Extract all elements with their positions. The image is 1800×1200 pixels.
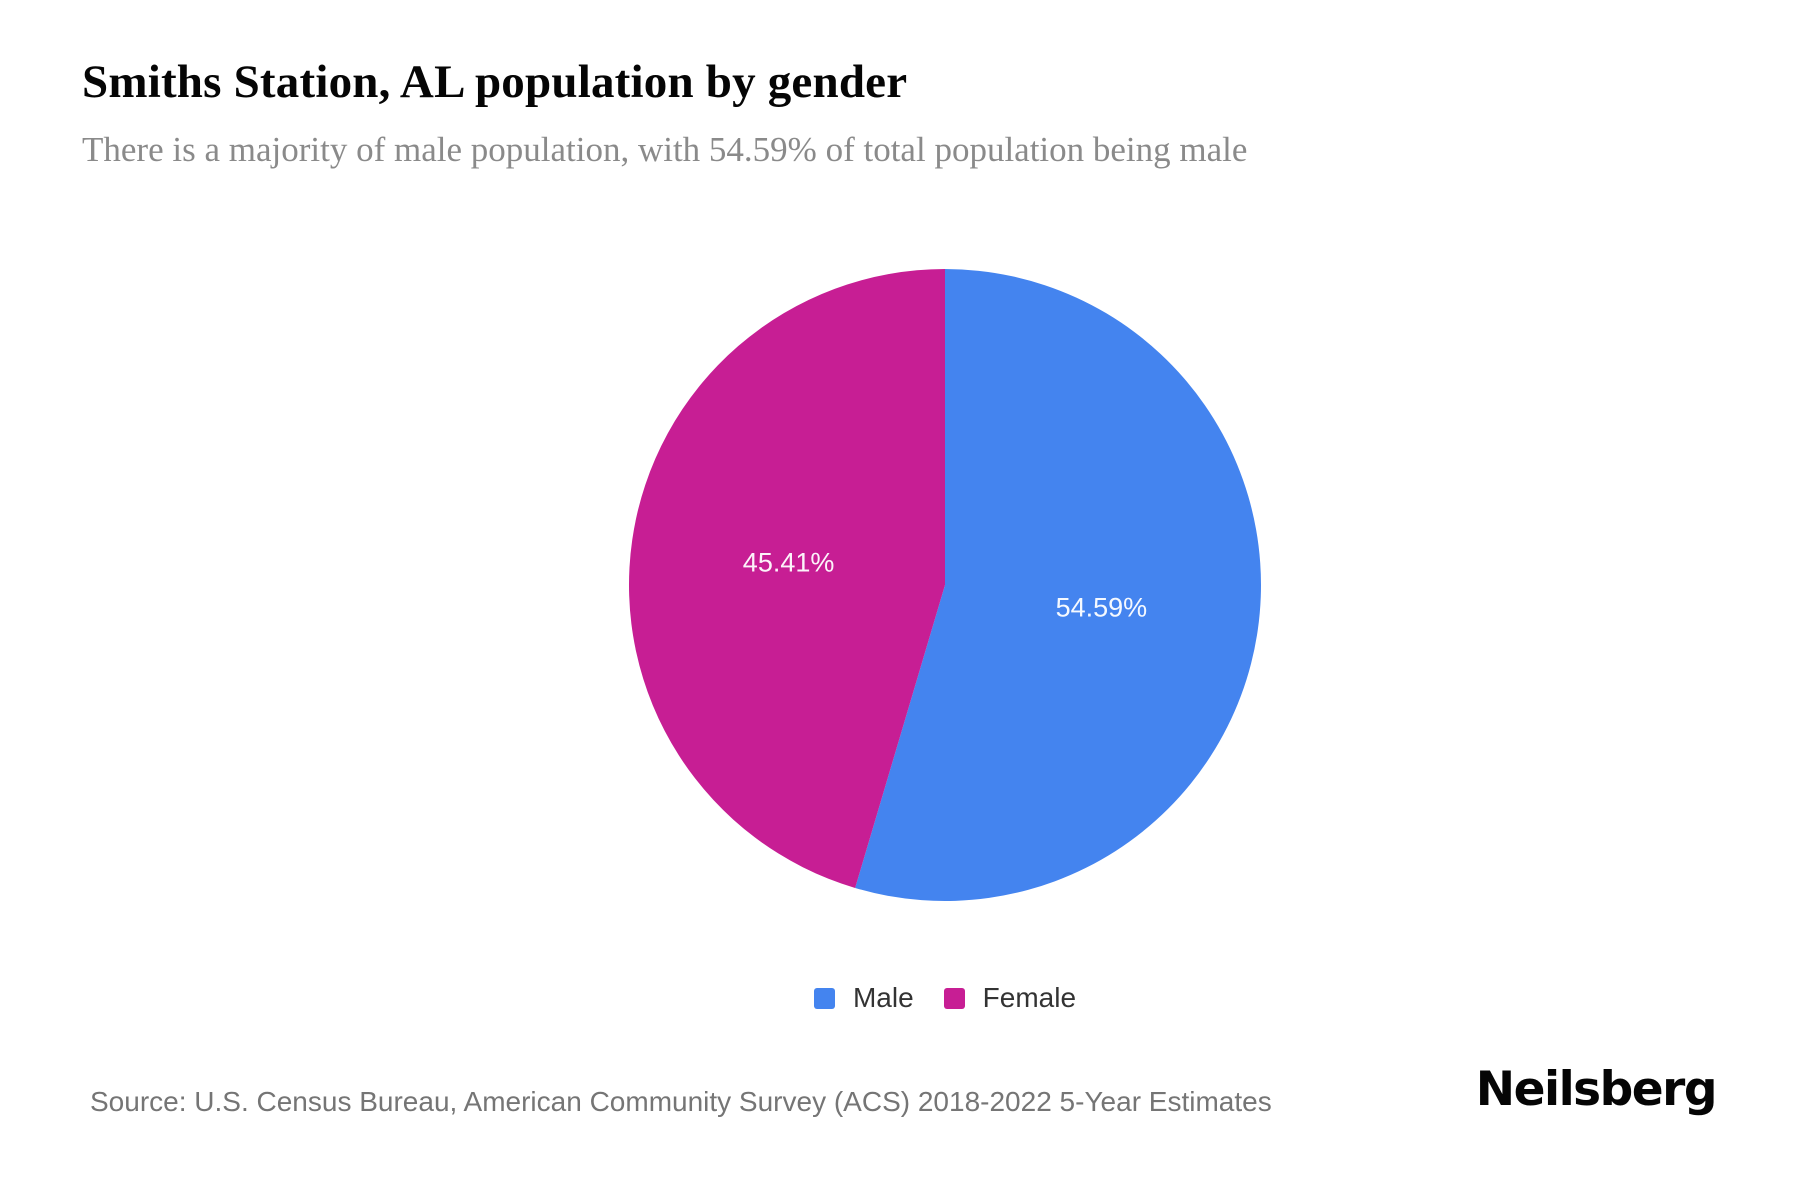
- legend-swatch-male: [813, 987, 835, 1009]
- pie-slice-male[interactable]: [855, 269, 1261, 901]
- source-note: Source: U.S. Census Bureau, American Com…: [90, 1086, 1272, 1117]
- slice-label-male: 54.59%: [1056, 593, 1148, 623]
- legend-label: Male: [852, 982, 914, 1013]
- legend: Male Female: [595, 982, 1295, 1014]
- pie-slice-female[interactable]: [628, 269, 945, 888]
- page-subtitle: There is a majority of male population, …: [82, 130, 1248, 169]
- legend-swatch-female: [943, 987, 965, 1009]
- brand-logo: Neilsberg: [1475, 1062, 1718, 1117]
- legend-item-male[interactable]: Male: [813, 982, 914, 1014]
- legend-label: Female: [982, 982, 1077, 1013]
- legend-item-female[interactable]: Female: [943, 982, 1077, 1014]
- slice-label-female: 45.41%: [743, 547, 835, 577]
- page-title: Smiths Station, AL population by gender: [82, 56, 908, 108]
- pie-chart: 54.59% 45.41%: [628, 269, 1261, 901]
